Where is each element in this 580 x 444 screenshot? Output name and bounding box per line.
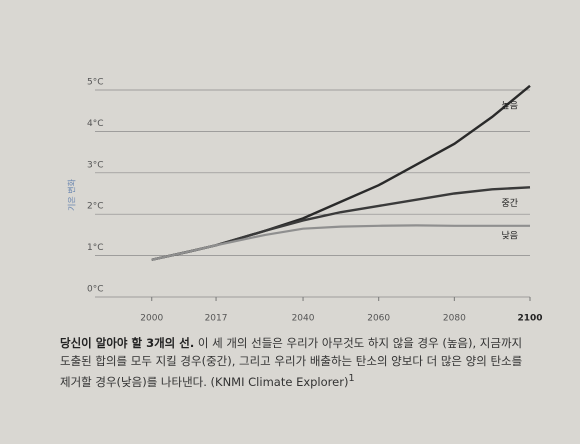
x-tick-label: 2080 (443, 314, 466, 324)
x-tick-label: 2000 (140, 314, 163, 324)
caption-line: 이 세 개의 선들은 우리가 아무것도 하지 않을 경우 (높음), 지금까지 (194, 336, 523, 350)
chart: 기온 변화 0°C 1°C 2°C 3°C 4°C 5°C 2000 2017 2040 2060… (67, 78, 543, 324)
y-tick-label: 2°C (87, 202, 104, 212)
y-tick-label: 5°C (87, 78, 104, 88)
x-tick-label: 2017 (205, 314, 228, 324)
series-label: 중간 (501, 198, 518, 209)
series-label: 낮음 (501, 230, 518, 241)
y-tick-label: 4°C (87, 119, 104, 129)
series-line (151, 186, 531, 261)
footnote-mark: 1 (348, 373, 355, 384)
y-tick-label: 3°C (87, 160, 104, 170)
caption: 당신이 알아야 할 3개의 선. 이 세 개의 선들은 우리가 아무것도 하지 … (60, 334, 560, 391)
caption-lead: 당신이 알아야 할 3개의 선. (60, 336, 195, 350)
x-tick-label: 2100 (517, 314, 542, 324)
series-label: 높음 (501, 100, 518, 111)
caption-line: 도출된 합의를 모두 지킬 경우(중간), 그리고 우리가 배출하는 탄소의 양… (60, 354, 523, 368)
x-tick-label: 2040 (292, 314, 315, 324)
y-tick-label: 0°C (87, 285, 104, 295)
caption-line: 제거할 경우(낮음)를 나타낸다. (KNMI Climate Explorer… (60, 374, 349, 389)
x-tick-label: 2060 (367, 314, 390, 324)
series-line (151, 224, 530, 261)
y-axis-label: 기온 변화 (67, 178, 77, 211)
y-tick-label: 1°C (87, 243, 104, 253)
